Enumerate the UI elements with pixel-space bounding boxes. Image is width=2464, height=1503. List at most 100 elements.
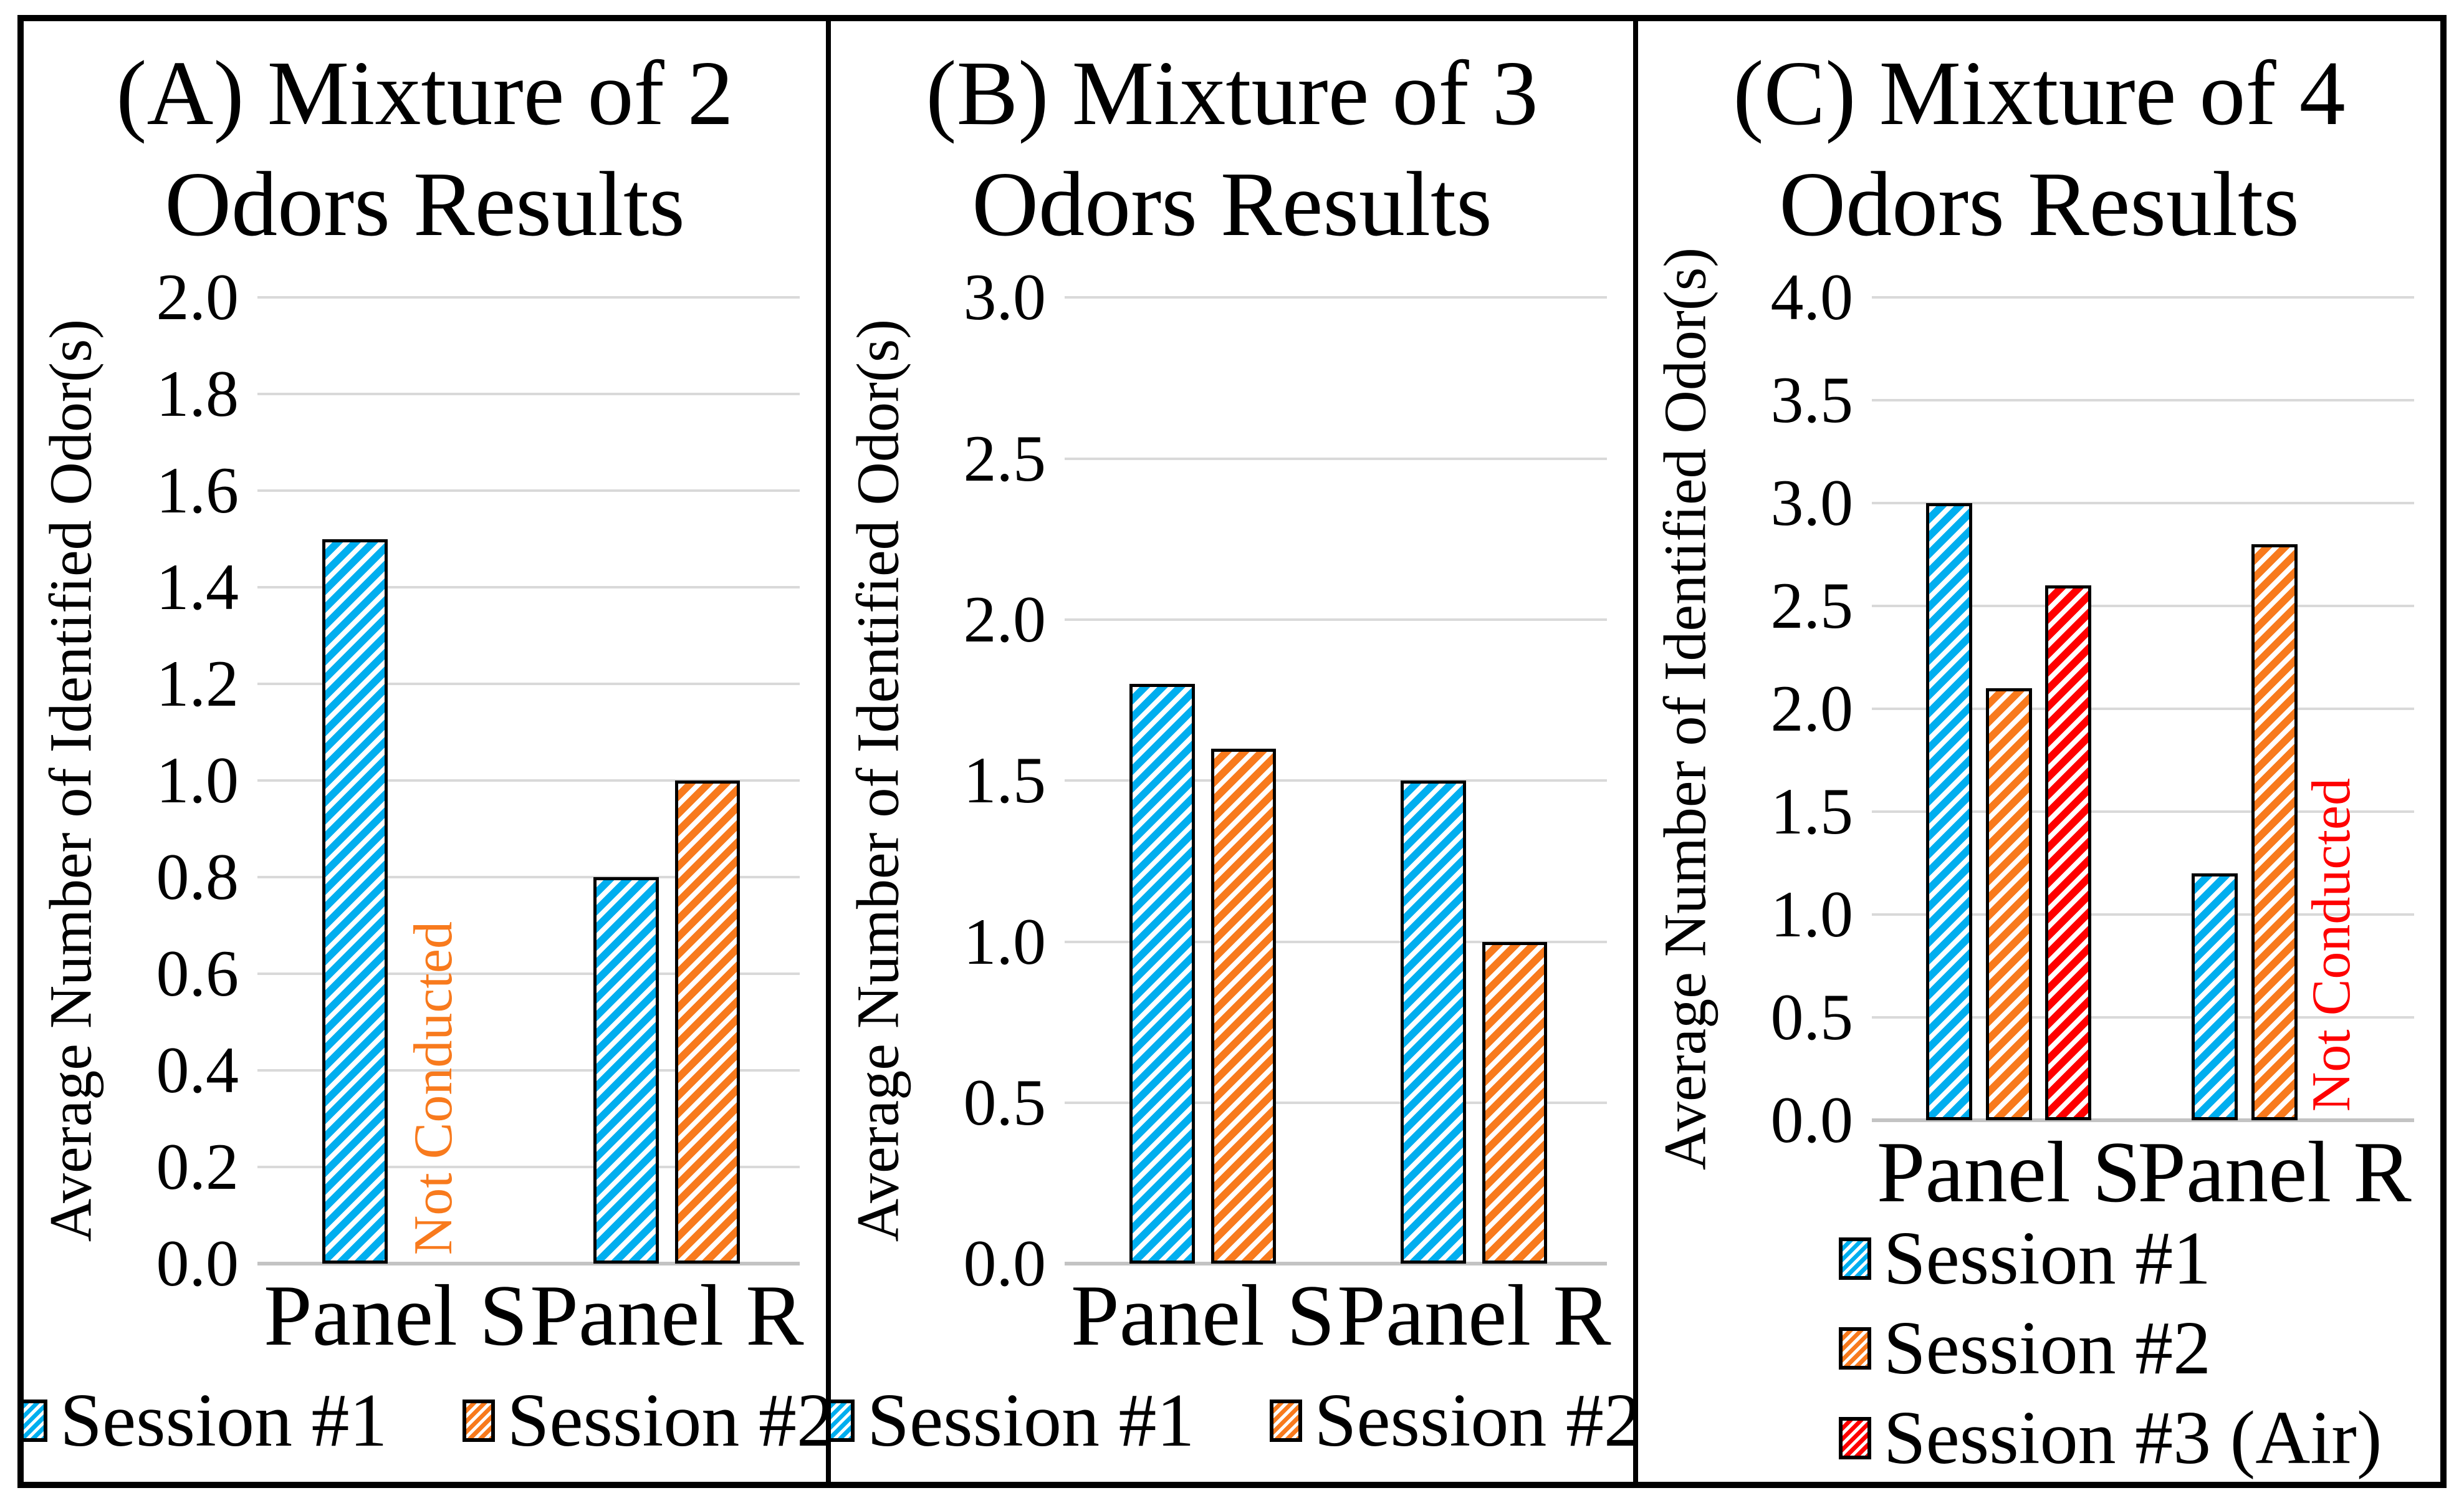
y-tick-label: 0.8 xyxy=(156,840,239,914)
legend-label: Session #1 xyxy=(1883,1216,2212,1301)
bar xyxy=(2251,544,2298,1121)
bar xyxy=(1985,688,2032,1121)
y-tick-label: 1.5 xyxy=(963,744,1047,817)
gridline xyxy=(1065,1262,1607,1266)
y-tick-label: 0.5 xyxy=(1770,981,1854,1054)
y-tick-label: 2.5 xyxy=(1770,569,1854,643)
y-tick-label: 3.5 xyxy=(1770,363,1854,437)
legend-swatch xyxy=(831,1400,855,1443)
legend-item: Session #2 xyxy=(1269,1378,1634,1463)
legend-swatch xyxy=(1838,1327,1871,1370)
gridline xyxy=(1872,296,2414,299)
chart-area: Average Number of Identified Odor(s) 2.0… xyxy=(24,260,826,1300)
not-conducted-note: Not Conducted xyxy=(403,921,464,1256)
y-tick-label: 3.0 xyxy=(1770,466,1854,540)
bar xyxy=(674,780,741,1264)
y-tick-label: 1.0 xyxy=(963,905,1047,978)
gridline xyxy=(1872,605,2414,608)
bar xyxy=(2045,585,2092,1121)
legend-swatch xyxy=(1838,1417,1871,1460)
plot-area: Not Conducted xyxy=(257,296,800,1266)
legend-swatch xyxy=(1838,1237,1871,1280)
legend: Session #1 Session #2 Session #3 (Air) xyxy=(1838,1216,2382,1481)
bar xyxy=(593,877,659,1264)
gridline xyxy=(1872,1016,2414,1019)
legend-swatch xyxy=(1269,1400,1302,1443)
legend-label: Session #1 xyxy=(60,1378,388,1463)
y-axis-label-column: Average Number of Identified Odor(s) xyxy=(1638,247,1732,1170)
legend-label: Session #1 xyxy=(867,1378,1195,1463)
gridline xyxy=(257,296,800,299)
chart-title-line1: (A) Mixture of 2 xyxy=(116,42,734,145)
legend: Session #1 Session #2 xyxy=(24,1381,826,1461)
legend-item: Session #2 xyxy=(1838,1306,2382,1391)
chart-panel-b: (B) Mixture of 3 Odors Results Average N… xyxy=(826,21,1633,1482)
chart-area: Average Number of Identified Odor(s) 3.0… xyxy=(831,260,1633,1300)
legend-label: Session #2 xyxy=(507,1378,827,1463)
gridline xyxy=(1065,457,1607,460)
gridline xyxy=(1065,618,1607,621)
y-tick-label: 0.4 xyxy=(156,1034,239,1107)
x-category-label: Panel S xyxy=(1070,1267,1335,1365)
y-tick-label: 2.5 xyxy=(963,421,1047,495)
bar xyxy=(322,539,388,1264)
bar xyxy=(2192,873,2238,1121)
chart-title-line2: Odors Results xyxy=(1779,153,2299,256)
gridline xyxy=(1872,502,2414,505)
gridline xyxy=(257,586,800,589)
bar xyxy=(1129,684,1195,1264)
y-tick-label: 0.6 xyxy=(156,937,239,1011)
legend-label: Session #2 xyxy=(1314,1378,1634,1463)
gridline xyxy=(257,876,800,879)
y-tick-label: 0.5 xyxy=(963,1065,1047,1139)
y-tick-label: 0.0 xyxy=(1770,1083,1854,1157)
y-tick-label: 1.8 xyxy=(156,357,239,431)
legend: Session #1 Session #2 xyxy=(831,1381,1633,1461)
plot-area: Not Conducted xyxy=(1872,296,2414,1123)
chart-panel-c: (C) Mixture of 4 Odors Results Average N… xyxy=(1633,21,2440,1482)
gridline xyxy=(1065,296,1607,299)
gridline xyxy=(1065,940,1607,943)
y-tick-label: 1.4 xyxy=(156,550,239,624)
chart-area: Average Number of Identified Odor(s) 4.0… xyxy=(1638,247,2440,1170)
gridline xyxy=(1065,779,1607,782)
gridline xyxy=(1065,1101,1607,1104)
bar xyxy=(1482,941,1548,1264)
x-category-label: Panel R xyxy=(530,1267,804,1365)
y-tick-label: 1.2 xyxy=(156,647,239,721)
chart-title: (B) Mixture of 3 Odors Results xyxy=(831,21,1633,260)
not-conducted-note: Not Conducted xyxy=(2301,777,2362,1112)
y-tick-label: 1.5 xyxy=(1770,775,1854,848)
chart-title-line2: Odors Results xyxy=(972,153,1492,256)
legend-swatch xyxy=(462,1400,495,1443)
y-tick-label: 1.0 xyxy=(1770,878,1854,951)
figure: (A) Mixture of 2 Odors Results Average N… xyxy=(17,15,2447,1488)
x-category-label: Panel S xyxy=(1876,1124,2141,1221)
legend-label: Session #2 xyxy=(1883,1306,2212,1391)
x-axis-labels: Panel S Panel R xyxy=(1065,1264,1611,1365)
chart-title-line1: (B) Mixture of 3 xyxy=(926,42,1538,145)
y-tick-label: 3.0 xyxy=(963,261,1047,334)
y-tick-label: 0.0 xyxy=(156,1227,239,1300)
gridline xyxy=(1872,810,2414,814)
y-tick-label: 0.0 xyxy=(963,1227,1047,1300)
gridline xyxy=(257,1166,800,1169)
bar xyxy=(1926,503,1972,1121)
gridline xyxy=(1872,708,2414,711)
legend-label: Session #3 (Air) xyxy=(1883,1396,2382,1481)
y-tick-label: 2.0 xyxy=(1770,672,1854,746)
legend-item: Session #1 xyxy=(1838,1216,2382,1301)
chart-panel-a: (A) Mixture of 2 Odors Results Average N… xyxy=(24,21,826,1482)
bar xyxy=(1401,780,1466,1264)
x-category-label: Panel R xyxy=(2137,1124,2412,1221)
x-category-label: Panel R xyxy=(1337,1267,1611,1365)
x-axis-labels: Panel S Panel R xyxy=(1872,1120,2414,1221)
plot-area xyxy=(1065,296,1607,1266)
y-tick-label: 2.0 xyxy=(156,261,239,334)
y-tick-label: 1.6 xyxy=(156,454,239,527)
y-tick-label: 0.2 xyxy=(156,1130,239,1204)
chart-title-line1: (C) Mixture of 4 xyxy=(1733,42,2346,145)
gridline xyxy=(257,489,800,492)
gridline xyxy=(257,972,800,976)
chart-title: (A) Mixture of 2 Odors Results xyxy=(24,21,826,260)
